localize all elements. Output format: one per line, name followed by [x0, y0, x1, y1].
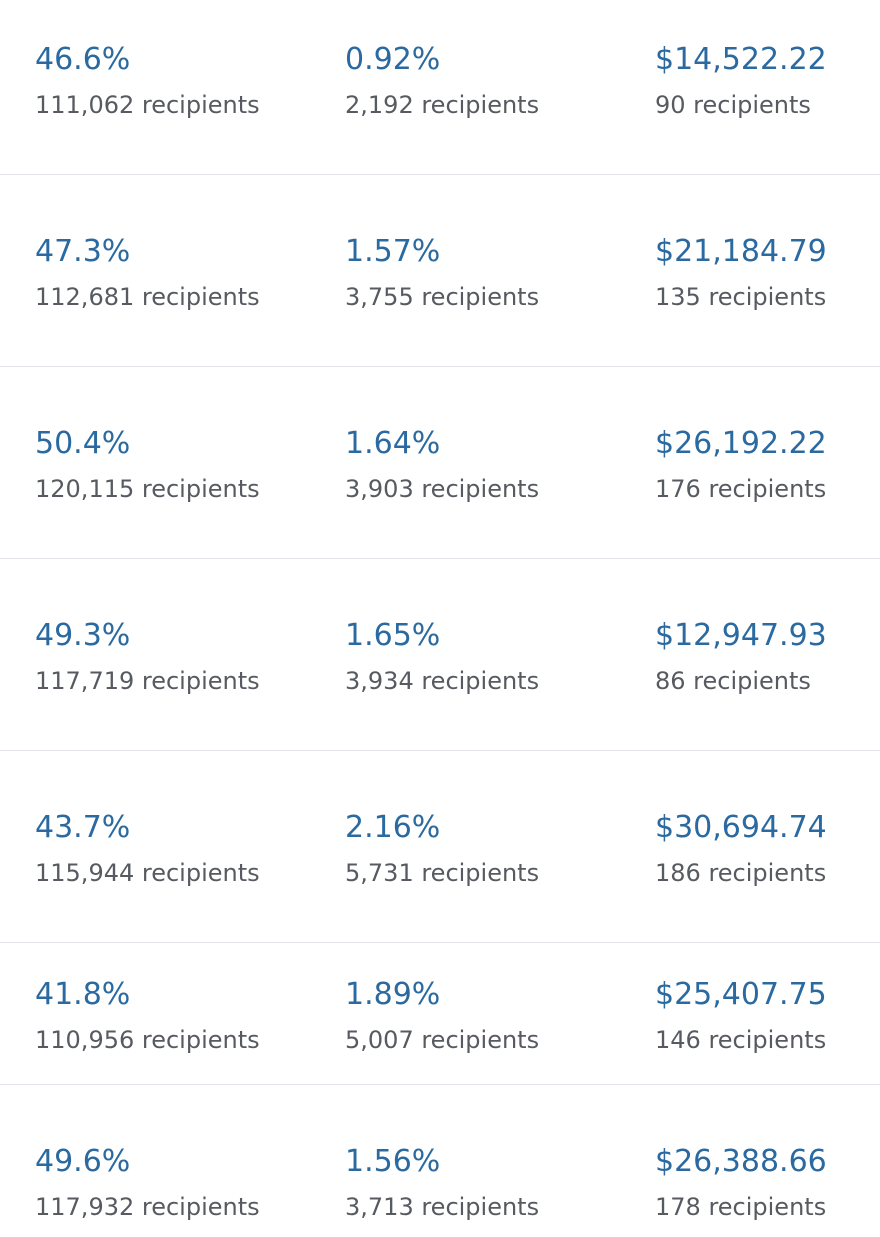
open-rate-value: 49.3%	[35, 618, 131, 653]
revenue-value: $26,388.66	[655, 1144, 827, 1179]
open-rate-value: 47.3%	[35, 234, 131, 269]
revenue-value: $14,522.22	[655, 42, 827, 77]
click-rate-value: 2.16%	[345, 810, 441, 845]
open-rate-recipients: 111,062 recipients	[35, 91, 260, 119]
open-rate-value: 46.6%	[35, 42, 131, 77]
open-rate-value: 49.6%	[35, 1144, 131, 1179]
table-row: 43.7% 115,944 recipients 2.16% 5,731 rec…	[0, 751, 880, 943]
revenue-recipients: 176 recipients	[655, 475, 827, 503]
open-rate-recipients: 110,956 recipients	[35, 1026, 260, 1054]
table-row: 49.3% 117,719 recipients 1.65% 3,934 rec…	[0, 559, 880, 751]
table-row: 50.4% 120,115 recipients 1.64% 3,903 rec…	[0, 367, 880, 559]
click-rate-value: 1.57%	[345, 234, 441, 269]
revenue-recipients: 135 recipients	[655, 283, 827, 311]
revenue-value: $26,192.22	[655, 426, 827, 461]
revenue-value: $12,947.93	[655, 618, 827, 653]
revenue-value: $25,407.75	[655, 977, 827, 1012]
revenue-value: $30,694.74	[655, 810, 827, 845]
open-rate-value: 50.4%	[35, 426, 131, 461]
revenue-value: $21,184.79	[655, 234, 827, 269]
open-rate-value: 43.7%	[35, 810, 131, 845]
click-rate-value: 1.56%	[345, 1144, 441, 1179]
table-row: 41.8% 110,956 recipients 1.89% 5,007 rec…	[0, 943, 880, 1085]
table-row: 49.6% 117,932 recipients 1.56% 3,713 rec…	[0, 1085, 880, 1237]
click-rate-recipients: 5,731 recipients	[345, 859, 540, 887]
open-rate-recipients: 115,944 recipients	[35, 859, 260, 887]
revenue-recipients: 146 recipients	[655, 1026, 827, 1054]
click-rate-recipients: 3,713 recipients	[345, 1193, 540, 1221]
revenue-recipients: 86 recipients	[655, 667, 811, 695]
open-rate-recipients: 112,681 recipients	[35, 283, 260, 311]
revenue-recipients: 178 recipients	[655, 1193, 827, 1221]
table-row: 46.6% 111,062 recipients 0.92% 2,192 rec…	[0, 0, 880, 175]
table-row: 47.3% 112,681 recipients 1.57% 3,755 rec…	[0, 175, 880, 367]
revenue-recipients: 90 recipients	[655, 91, 811, 119]
click-rate-value: 1.64%	[345, 426, 441, 461]
click-rate-recipients: 3,755 recipients	[345, 283, 540, 311]
click-rate-value: 1.89%	[345, 977, 441, 1012]
click-rate-recipients: 3,934 recipients	[345, 667, 540, 695]
open-rate-recipients: 117,932 recipients	[35, 1193, 260, 1221]
click-rate-recipients: 3,903 recipients	[345, 475, 540, 503]
open-rate-recipients: 117,719 recipients	[35, 667, 260, 695]
click-rate-value: 1.65%	[345, 618, 441, 653]
click-rate-recipients: 2,192 recipients	[345, 91, 540, 119]
click-rate-value: 0.92%	[345, 42, 441, 77]
open-rate-recipients: 120,115 recipients	[35, 475, 260, 503]
open-rate-value: 41.8%	[35, 977, 131, 1012]
click-rate-recipients: 5,007 recipients	[345, 1026, 540, 1054]
revenue-recipients: 186 recipients	[655, 859, 827, 887]
